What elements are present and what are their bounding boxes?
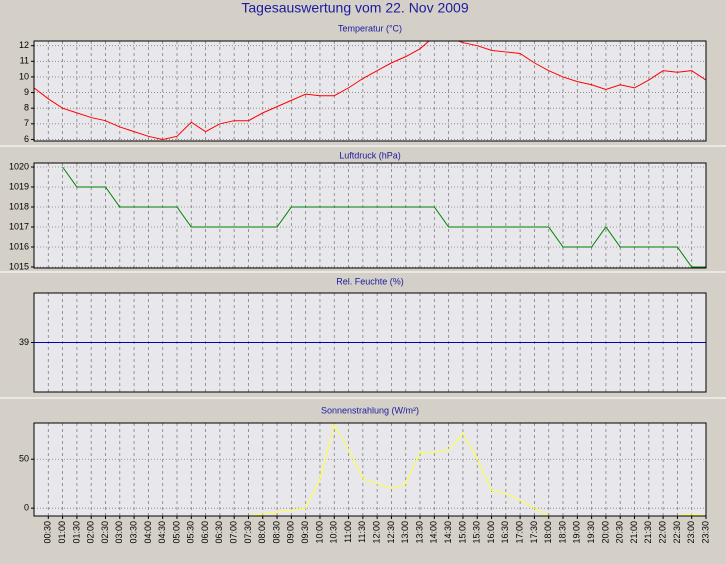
- x-tick-label: 03:00: [114, 521, 124, 544]
- y-tick-label: 0: [24, 503, 29, 513]
- x-tick-label: 19:00: [572, 521, 582, 544]
- x-tick-label: 16:30: [500, 521, 510, 544]
- x-tick-label: 07:00: [229, 521, 239, 544]
- x-tick-label: 11:00: [343, 521, 353, 543]
- plot-border: [33, 292, 707, 393]
- x-tick-label: 07:30: [243, 521, 253, 544]
- x-tick-label: 09:30: [300, 521, 310, 544]
- panel-title: Rel. Feuchte (%): [336, 276, 404, 286]
- x-tick-label: 18:30: [557, 521, 567, 544]
- x-tick-label: 11:30: [357, 521, 367, 543]
- data-line: [34, 41, 706, 140]
- x-tick-label: 08:00: [257, 521, 267, 544]
- y-tick-label: 50: [19, 454, 29, 464]
- y-tick-label: 1017: [9, 221, 29, 231]
- y-tick-label: 1020: [9, 161, 29, 171]
- x-tick-label: 14:30: [443, 521, 453, 544]
- x-tick-label: 05:00: [171, 521, 181, 544]
- x-tick-label: 01:30: [71, 521, 81, 544]
- x-tick-label: 10:00: [314, 521, 324, 544]
- y-tick-label: 7: [24, 118, 29, 128]
- plot-border: [33, 422, 707, 517]
- x-tick-label: 15:00: [457, 521, 467, 544]
- y-tick-label: 6: [24, 134, 29, 144]
- x-tick-label: 17:00: [515, 521, 525, 544]
- x-tick-label: 02:30: [100, 521, 110, 544]
- data-line: [34, 423, 706, 516]
- x-tick-label: 04:00: [143, 521, 153, 544]
- x-tick-label: 02:00: [86, 521, 96, 544]
- y-tick-label: 1016: [9, 241, 29, 251]
- x-tick-label: 09:00: [286, 521, 296, 544]
- x-tick-label: 04:30: [157, 521, 167, 544]
- x-tick-label: 20:00: [600, 521, 610, 544]
- x-tick-label: 23:30: [700, 521, 710, 544]
- x-tick-label: 12:00: [372, 521, 382, 544]
- plot-area: [34, 163, 706, 268]
- y-tick-label: 1019: [9, 181, 29, 191]
- panel-title: Luftdruck (hPa): [339, 150, 401, 160]
- x-tick-label: 21:00: [629, 521, 639, 544]
- y-tick-label: 8: [24, 103, 29, 113]
- x-tick-label: 10:30: [329, 521, 339, 544]
- x-tick-label: 06:30: [214, 521, 224, 544]
- x-tick-label: 13:30: [414, 521, 424, 544]
- plot-area: [34, 41, 706, 141]
- x-tick-label: 22:00: [657, 521, 667, 544]
- x-tick-label: 06:00: [200, 521, 210, 544]
- y-tick-label: 9: [24, 87, 29, 97]
- x-tick-label: 01:00: [57, 521, 67, 544]
- x-tick-label: 08:30: [271, 521, 281, 544]
- y-tick-label: 10: [19, 71, 29, 81]
- x-tick-label: 22:30: [672, 521, 682, 544]
- x-tick-label: 13:00: [400, 521, 410, 544]
- plot-border: [33, 40, 707, 142]
- y-tick-label: 1015: [9, 261, 29, 271]
- panel-title: Sonnenstrahlung (W/m²): [321, 405, 419, 415]
- x-tick-label: 19:30: [586, 521, 596, 544]
- y-tick-label: 11: [20, 56, 29, 66]
- y-tick-label: 1018: [9, 201, 29, 211]
- plot-border: [33, 162, 707, 269]
- panel-title: Temperatur (°C): [338, 23, 402, 33]
- x-tick-label: 17:30: [529, 521, 539, 544]
- data-line: [62, 166, 706, 268]
- x-tick-label: 21:30: [643, 521, 653, 544]
- x-tick-label: 12:30: [386, 521, 396, 544]
- y-tick-label: 12: [19, 40, 29, 50]
- x-tick-label: 18:00: [543, 521, 553, 544]
- x-tick-label: 15:30: [472, 521, 482, 544]
- x-tick-label: 16:00: [486, 521, 496, 544]
- main-title: Tagesauswertung vom 22. Nov 2009: [241, 0, 468, 16]
- x-tick-label: 20:30: [615, 521, 625, 544]
- x-tick-label: 03:30: [128, 521, 138, 544]
- x-tick-label: 05:30: [186, 521, 196, 544]
- x-tick-label: 14:00: [429, 521, 439, 544]
- x-tick-label: 00:30: [43, 521, 53, 544]
- x-tick-label: 23:00: [686, 521, 696, 544]
- plot-area: [34, 423, 706, 516]
- y-tick-label: 39: [19, 337, 29, 347]
